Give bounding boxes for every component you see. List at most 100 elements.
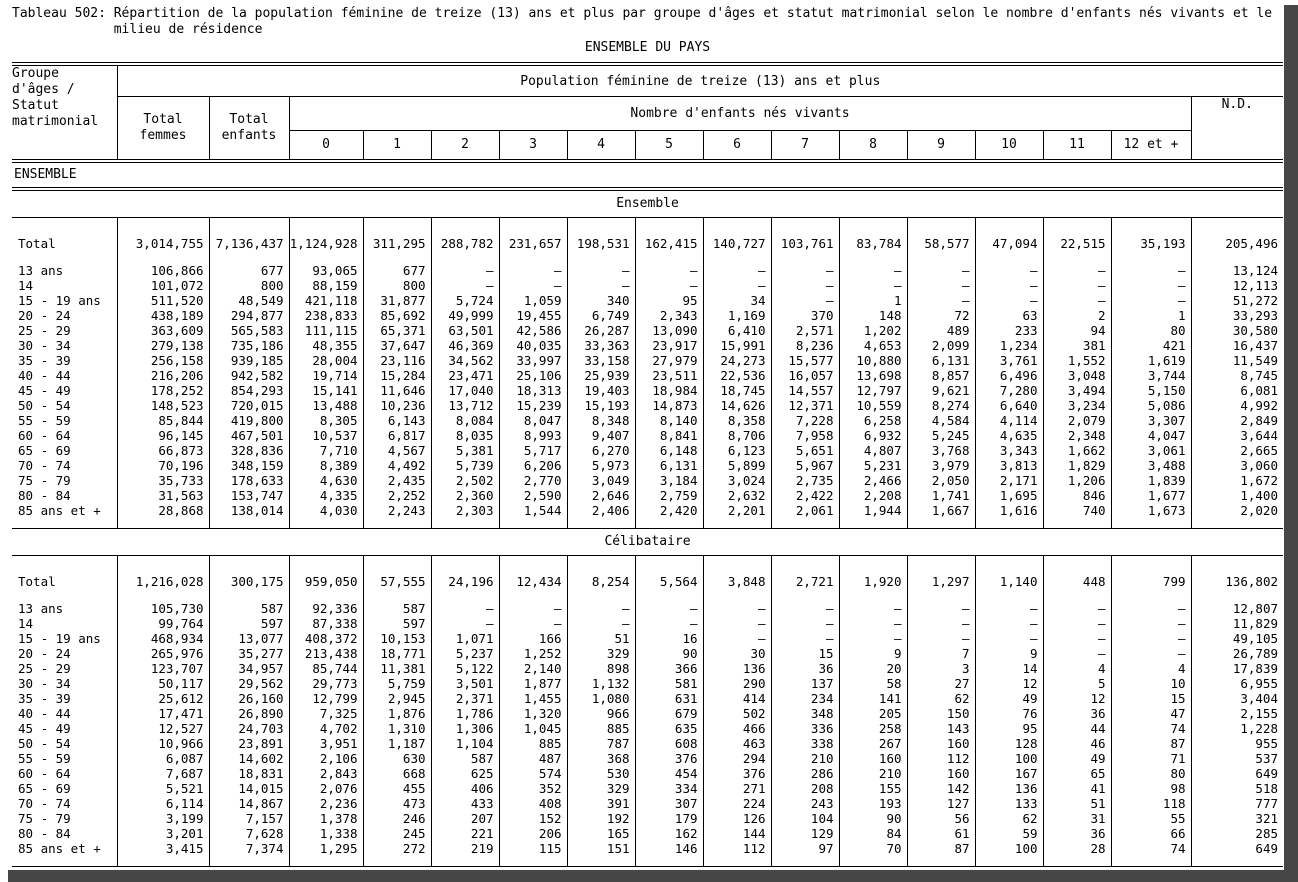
table-cell: 112 [702,841,771,867]
table-cell: 2 [1042,308,1111,323]
table-cell: 46 [1042,736,1111,751]
table-cell: 635 [634,721,703,736]
table-cell: – [838,589,907,616]
divider [12,62,1283,66]
table-row: 60 - 64 7,687 18,831 2,843 668 625 574 530 454 37… [12,766,1283,781]
table-cell: – [430,278,499,293]
table-cell: 597 [362,616,431,631]
table-cell: 46,369 [430,338,499,353]
row-label: Total [18,574,56,589]
table-cell: 167 [974,766,1043,781]
table-cell: 649 [1190,841,1283,867]
table-cell: 210 [770,751,839,766]
table-cell: – [1042,278,1111,293]
table-cell: 2,646 [566,488,635,503]
table-cell: 71 [1110,751,1191,766]
table-cell: 1,132 [566,676,635,691]
table-cell: 48,355 [288,338,363,353]
table-cell: 518 [1190,781,1283,796]
table-cell: 14,015 [208,781,289,796]
table-cell: 28 [1042,841,1111,867]
table-row: 20 - 24 265,976 35,277 213,438 18,771 5,237 1,… [12,646,1283,661]
table-cell: 66 [1110,826,1191,841]
table-cell: 58,577 [906,217,975,251]
table-cell: 31 [1042,811,1111,826]
row-label: Total [18,236,56,251]
table-cell: 206 [498,826,567,841]
row-label: 13 ans [18,263,64,278]
table-cell: 7,687 [116,766,209,781]
table-cell: 11,381 [362,661,431,676]
table-cell: 15,284 [362,368,431,383]
table-cell: – [634,616,703,631]
table-cell: 511,520 [116,293,209,308]
table-cell: 854,293 [208,383,289,398]
table-cell: 352 [498,781,567,796]
table-cell: 143 [906,721,975,736]
table-cell: 33,997 [498,353,567,368]
table-cell: 97 [770,841,839,867]
table-cell: 1 [1110,308,1191,323]
table-cell: 151 [566,841,635,867]
table-cell: 13,090 [634,323,703,338]
table-cell: 93,065 [288,251,363,278]
table-cell: 4 [1042,661,1111,676]
table-cell: 290 [702,676,771,691]
table-cell: 166 [498,631,567,646]
table-cell: 406 [430,781,499,796]
table-cell: 1,552 [1042,353,1111,368]
table-cell: 455 [362,781,431,796]
table-cell: 44 [1042,721,1111,736]
table-cell: 2,945 [362,691,431,706]
table-cell: 90 [838,811,907,826]
table-cell: 8,745 [1190,368,1283,383]
table-cell: 178,252 [116,383,209,398]
table-cell: 10,537 [288,428,363,443]
table-cell: 8,389 [288,458,363,473]
table-cell: 70,196 [116,458,209,473]
table-cell: 49 [974,691,1043,706]
table-cell: 33,293 [1190,308,1283,323]
table-cell: 1 [838,293,907,308]
table-cell: 34,957 [208,661,289,676]
table-cell: 256,158 [116,353,209,368]
table-cell: 34 [702,293,771,308]
table-cell: 137 [770,676,839,691]
table-cell: 1,616 [974,503,1043,529]
table-cell: 179 [634,811,703,826]
table-cell: – [634,589,703,616]
table-cell: 597 [208,616,289,631]
table-cell: 5,237 [430,646,499,661]
row-label: 60 - 64 [18,428,71,443]
column-header-child-count: 0 [288,130,363,159]
row-label: 65 - 69 [18,443,71,458]
table-row: 15 - 19 ans 511,520 48,549 421,118 31,877 5,7… [12,293,1283,308]
table-cell: 245 [362,826,431,841]
table-cell: 148 [838,308,907,323]
table-cell: 1,378 [288,811,363,826]
table-cell: – [430,589,499,616]
table-cell: 381 [1042,338,1111,353]
table-cell: 115 [498,841,567,867]
table-cell: 15,991 [702,338,771,353]
table-cell: 1,080 [566,691,635,706]
table-cell: 1,295 [288,841,363,867]
table-cell: 16 [634,631,703,646]
row-label: 35 - 39 [18,353,71,368]
table-cell: 224 [702,796,771,811]
table-cell: 141 [838,691,907,706]
table-cell: 885 [566,721,635,736]
table-row: 85 ans et +28,868 138,014 4,030 2,243 2,303 1… [12,503,1283,529]
table-cell: 6,143 [362,413,431,428]
table-cell: 1,104 [430,736,499,751]
table-cell: 6,148 [634,443,703,458]
table-cell: – [430,251,499,278]
table-cell: 3,048 [1042,368,1111,383]
table-cell: 205,496 [1190,217,1283,251]
table-cell: 608 [634,736,703,751]
table-cell: 51,272 [1190,293,1283,308]
table-cell: 92,336 [288,589,363,616]
table-cell: 502 [702,706,771,721]
table-cell: 454 [634,766,703,781]
row-label: 35 - 39 [18,691,71,706]
